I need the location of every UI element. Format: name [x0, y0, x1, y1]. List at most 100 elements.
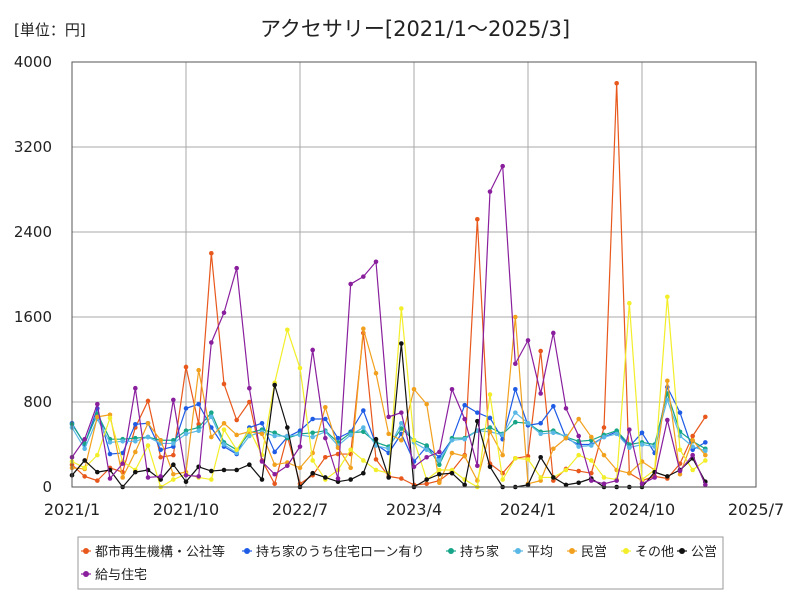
data-point-kouei [247, 462, 252, 467]
data-point-toshi-saisei-kikou-kousha [475, 216, 480, 222]
data-point-sonota [677, 447, 683, 453]
data-point-kyuyo-jutaku [462, 416, 467, 422]
data-point-kyuyo-jutaku [310, 347, 315, 353]
data-point-sonota [627, 300, 632, 306]
data-point-heikin [348, 432, 353, 438]
y-tick-label: 800 [23, 393, 52, 411]
data-point-mochiie-loan-ari [183, 406, 189, 411]
data-point-kyuyo-jutaku [525, 338, 531, 343]
legend-label: 平均 [527, 545, 553, 560]
data-point-kouei [171, 462, 176, 467]
data-point-toshi-saisei-kikou-kousha [589, 470, 594, 476]
data-point-minei [576, 416, 581, 422]
x-axis: 2021/1 2021/10 2022/7 2023/4 2024/1 2024/10 20… [44, 500, 784, 519]
data-point-mochiie-loan-ari [487, 415, 493, 421]
data-point-minei [107, 412, 113, 418]
data-point-mochiie [614, 428, 619, 433]
data-point-kyuyo-jutaku [335, 476, 341, 481]
legend-item-toshi-saisei-kikou-kousha: 都市再生機構・公社等 [81, 544, 225, 560]
data-point-kyuyo-jutaku [209, 340, 214, 345]
data-point-kyuyo-jutaku [411, 464, 417, 470]
data-point-sonota [411, 437, 417, 443]
data-point-minei [627, 470, 632, 476]
data-point-kouei [361, 470, 366, 476]
data-point-kyuyo-jutaku [538, 391, 543, 396]
data-point-kyuyo-jutaku [234, 265, 239, 271]
data-point-kyuyo-jutaku [639, 481, 645, 487]
data-point-sonota [703, 458, 708, 463]
data-point-toshi-saisei-kikou-kousha [601, 425, 607, 430]
data-point-kyuyo-jutaku [449, 386, 455, 392]
data-point-kyuyo-jutaku [652, 475, 657, 480]
data-point-mochiie-loan-ari [272, 449, 277, 455]
data-point-kyuyo-jutaku [500, 163, 505, 169]
data-point-toshi-saisei-kikou-kousha [576, 468, 581, 474]
data-point-kouei [437, 471, 442, 477]
data-point-kouei [424, 477, 429, 482]
x-tick-label: 2021/10 [153, 500, 219, 519]
series-minei [69, 314, 708, 487]
data-point-mochiie-loan-ari [462, 402, 467, 408]
x-tick-label: 2024/10 [609, 500, 675, 519]
data-point-sonota [665, 294, 670, 300]
data-point-kyuyo-jutaku [601, 481, 607, 487]
data-point-minei [221, 420, 227, 426]
data-point-kyuyo-jutaku [158, 474, 163, 479]
data-point-heikin [145, 434, 151, 440]
data-point-minei [563, 435, 569, 441]
data-point-sonota [589, 458, 594, 463]
data-point-minei [171, 471, 176, 477]
data-point-heikin [525, 420, 531, 426]
data-point-kouei [323, 475, 328, 480]
data-point-kyuyo-jutaku [348, 281, 353, 287]
data-point-minei [437, 480, 442, 486]
data-point-toshi-saisei-kikou-kousha [614, 80, 619, 86]
data-point-heikin [399, 420, 404, 426]
data-point-minei [361, 326, 366, 331]
data-point-kouei [285, 425, 290, 430]
data-point-mochiie-loan-ari [475, 410, 480, 415]
data-point-minei [272, 462, 277, 467]
data-point-toshi-saisei-kikou-kousha [373, 457, 379, 462]
legend-item-sonota: その他 [621, 545, 674, 560]
data-point-kyuyo-jutaku [373, 259, 379, 265]
data-point-minei [411, 386, 417, 392]
data-point-mochiie-loan-ari [259, 420, 265, 426]
data-point-kouei [82, 458, 87, 463]
data-point-minei [399, 437, 404, 443]
legend-label: 都市再生機構・公社等 [95, 544, 225, 560]
data-point-kyuyo-jutaku [171, 397, 176, 403]
data-point-kouei [348, 477, 353, 482]
data-point-kouei [487, 464, 493, 470]
data-point-kyuyo-jutaku [133, 385, 138, 391]
data-point-kouei [221, 467, 227, 473]
data-point-heikin [386, 446, 391, 452]
data-point-mochiie [399, 426, 404, 431]
data-point-kouei [665, 474, 670, 479]
data-point-heikin [196, 428, 201, 433]
data-point-kyuyo-jutaku [665, 417, 670, 423]
data-point-toshi-saisei-kikou-kousha [525, 453, 531, 459]
data-point-minei [513, 314, 518, 320]
data-point-toshi-saisei-kikou-kousha [95, 478, 100, 483]
data-point-kyuyo-jutaku [487, 189, 493, 194]
data-point-sonota [297, 365, 303, 371]
data-point-mochiie-loan-ari [690, 447, 695, 453]
legend-label: 持ち家 [460, 544, 499, 560]
data-point-minei [424, 401, 429, 407]
data-point-sonota [348, 447, 353, 453]
data-point-minei [538, 478, 543, 483]
data-point-kyuyo-jutaku [576, 433, 581, 439]
x-tick-label: 2023/4 [386, 500, 442, 519]
data-point-toshi-saisei-kikou-kousha [183, 364, 189, 370]
data-point-kyuyo-jutaku [95, 401, 100, 407]
data-point-heikin [82, 446, 87, 452]
data-point-sonota [373, 467, 379, 473]
data-point-toshi-saisei-kikou-kousha [82, 474, 87, 479]
data-point-heikin [437, 458, 442, 463]
data-point-toshi-saisei-kikou-kousha [703, 414, 708, 420]
data-point-mochiie-loan-ari [335, 435, 341, 441]
data-point-mochiie-loan-ari [639, 430, 645, 436]
data-point-kyuyo-jutaku [551, 330, 556, 336]
